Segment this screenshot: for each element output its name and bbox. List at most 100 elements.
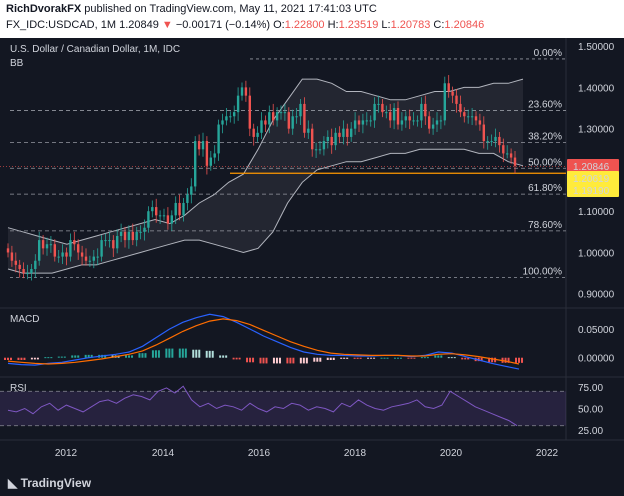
macd-histogram-bar — [125, 355, 128, 358]
macd-histogram-bar — [286, 357, 289, 364]
macd-histogram-bar — [370, 357, 373, 359]
candle-body — [100, 240, 103, 257]
macd-histogram-bar — [178, 348, 181, 358]
candle-body — [170, 215, 173, 224]
macd-histogram-bar — [246, 357, 249, 363]
macd-histogram-bar — [235, 357, 238, 360]
x-tick-label: 2022 — [536, 448, 559, 459]
candle-body — [197, 141, 201, 150]
macd-histogram-bar — [33, 357, 36, 360]
candle-body — [178, 202, 181, 216]
tradingview-logo[interactable]: ◣ TradingView — [8, 476, 91, 490]
macd-histogram-bar — [20, 357, 23, 360]
candle-body — [404, 116, 407, 121]
candle-body — [135, 231, 138, 241]
macd-histogram-bar — [184, 348, 187, 358]
candle-body — [116, 235, 119, 249]
candle-body — [240, 87, 244, 96]
macd-histogram-bar — [259, 357, 262, 364]
candle-body — [268, 112, 271, 125]
macd-histogram-bar — [168, 348, 171, 358]
macd-histogram-bar — [507, 357, 510, 363]
macd-histogram-bar — [410, 357, 413, 359]
macd-histogram-bar — [141, 353, 144, 358]
rsi-label: RSI — [10, 383, 27, 394]
candle-body — [217, 124, 220, 154]
macd-histogram-bar — [386, 357, 389, 359]
candle-body — [283, 112, 287, 114]
candle-body — [209, 157, 212, 166]
macd-line — [7, 313, 520, 370]
candle-body — [350, 128, 353, 137]
candle-body — [299, 103, 302, 117]
candle-body — [272, 112, 275, 121]
candle-body — [494, 136, 497, 142]
macd-histogram-bar — [63, 356, 66, 358]
macd-histogram-bar — [36, 357, 39, 360]
price-change: −0.00171 (−0.14%) — [175, 19, 271, 31]
open-label: O: — [273, 19, 285, 31]
macd-histogram-bar — [57, 356, 60, 358]
macd-histogram-bar — [299, 357, 302, 364]
candle-body — [10, 252, 14, 261]
candle-body — [49, 244, 53, 246]
candle-body — [490, 141, 493, 143]
author-name[interactable]: RichDvorakFX — [6, 3, 82, 15]
rsi-line — [7, 385, 518, 427]
candle-body — [498, 136, 501, 146]
macd-histogram-bar — [90, 354, 93, 358]
low-value: 1.20783 — [390, 19, 431, 31]
main-pane: 1.500001.400001.300001.200001.100001.000… — [0, 38, 624, 441]
candle-body — [482, 124, 485, 142]
candle-body — [119, 231, 123, 236]
candle-body — [506, 153, 509, 155]
high-value: 1.23519 — [338, 19, 379, 31]
candle-body — [443, 83, 446, 121]
candle-body — [295, 116, 298, 118]
macd-histogram-bar — [316, 357, 319, 362]
macd-histogram-bar — [305, 357, 308, 364]
price-marker-label: 1.19190 — [573, 186, 610, 197]
macd-histogram-bar — [467, 357, 470, 360]
macd-histogram-bar — [407, 357, 410, 359]
time-axis: 2012 2014 2016 2018 2020 2022 — [55, 448, 559, 459]
candle-body — [474, 116, 478, 121]
candle-body — [205, 141, 209, 166]
macd-histogram-bar — [104, 354, 107, 358]
fib-label: 0.00% — [534, 48, 562, 59]
macd-histogram-bar — [219, 355, 222, 358]
macd-histogram-bar — [464, 357, 467, 360]
macd-histogram-bar — [4, 357, 6, 360]
candle-body — [123, 231, 127, 241]
macd-histogram-bar — [151, 350, 154, 358]
header-line-2: FX_IDC:USDCAD, 1M 1.20849 ▼ −0.00171 (−0… — [6, 19, 484, 31]
candle-body — [248, 95, 251, 129]
macd-histogram-bar — [211, 350, 214, 358]
macd-histogram-bar — [138, 353, 141, 358]
main-chart-title: U.S. Dollar / Canadian Dollar, 1M, IDC — [10, 44, 180, 55]
signal-line — [7, 318, 520, 365]
macd-histogram-bar — [232, 357, 235, 360]
candle-body — [229, 116, 232, 118]
candle-body — [369, 120, 372, 122]
candle-body — [147, 211, 150, 228]
brand-text: TradingView — [20, 476, 92, 490]
macd-histogram-bar — [413, 357, 416, 359]
macd-histogram-bar — [521, 357, 523, 363]
candle-body — [225, 116, 228, 121]
macd-label: MACD — [10, 314, 39, 325]
macd-histogram-bar — [278, 357, 281, 364]
symbol-label: FX_IDC:USDCAD, 1M — [6, 19, 117, 31]
macd-histogram-bar — [373, 357, 376, 359]
x-tick-label: 2012 — [55, 448, 78, 459]
candle-body — [424, 103, 427, 117]
x-tick-label: 2018 — [344, 448, 367, 459]
candle-body — [166, 215, 170, 224]
macd-histogram-bar — [518, 357, 520, 363]
candle-body — [314, 149, 318, 151]
macd-histogram-bar — [326, 357, 329, 360]
candle-body — [131, 231, 134, 241]
rsi-y-tick: 50.00 — [578, 405, 603, 416]
